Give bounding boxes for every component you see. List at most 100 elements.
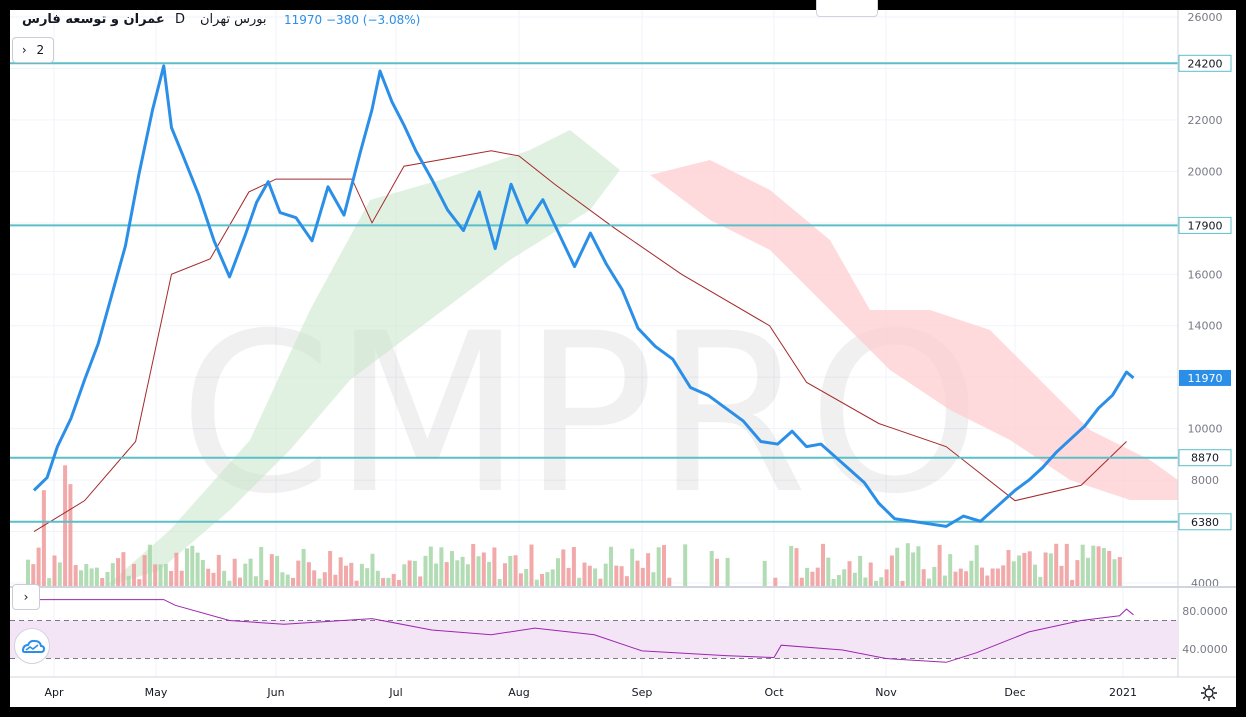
volume-bar [937,544,942,587]
volume-bar [614,565,619,587]
horizontal-levels[interactable]: 24200 17900 8870 6380 [10,54,1232,531]
volume-bar [1017,555,1022,587]
time-tick: May [145,686,168,699]
price-tick: 14000 [1188,320,1223,333]
volume-bar [773,577,778,587]
volume-bar [418,576,423,587]
volume-bar [222,570,227,587]
settings-gear-icon[interactable] [1198,682,1220,704]
volume-bar [884,569,889,587]
volume-bar [200,559,205,587]
volume-bar [836,575,841,587]
volume-bar [1075,560,1080,587]
volume-bar [831,579,836,587]
volume-bar [381,578,386,587]
chevron-right-icon: › [21,43,27,57]
volume-bar [296,560,301,587]
volume-bar [391,573,396,587]
volume-bar [301,548,306,587]
volume-bar [571,547,576,587]
volume-bar [375,570,380,587]
volume-bar [725,557,730,587]
rsi-legend-toggle[interactable]: › [12,584,40,610]
volume-bar [821,543,825,587]
symbol-title[interactable]: عمران و توسعه فارس [22,12,165,27]
volume-bar [624,576,629,587]
volume-bar [826,557,831,587]
volume-bar [566,567,571,587]
volume-bar [609,546,613,587]
interval-label[interactable]: D [175,12,186,27]
price-tick: 22000 [1188,114,1223,127]
volume-bar [587,565,592,587]
volume-bar [365,568,370,587]
volume-bar [132,563,136,587]
kijun-line [33,150,1127,532]
volume-bar [603,563,608,587]
volume-bar [656,547,661,587]
top-handle[interactable] [816,0,878,17]
volume-bar [312,570,317,587]
volume-bar [84,564,89,587]
volume-bar [317,578,322,587]
cloud-bullish [105,130,620,587]
volume-bar [328,550,333,587]
volume-bar [789,545,794,587]
volume-bar [683,544,688,587]
volume-bar [142,555,147,587]
volume-bar [762,560,767,587]
volume-bar [31,564,36,587]
volume-bar [874,580,878,587]
volume-bar [815,567,820,587]
volume-bar [709,550,714,587]
volume-bar [439,547,444,587]
volume-bar [715,558,719,587]
volume-bar [248,558,253,587]
volume-bar [100,577,105,587]
volume-bar [974,545,979,587]
volume-bar [121,552,126,587]
price-tick: 26000 [1188,11,1223,24]
volume-bar [238,577,242,587]
legend-toggle-button[interactable]: › 2 [12,37,54,63]
volume-bar [852,572,857,587]
price-change: −380 (−3.08%) [326,13,421,27]
volume-bar [412,560,417,587]
volume-bar [1086,557,1090,587]
volume-bar [386,577,391,587]
chevron-right-icon: › [23,590,29,604]
volume-bar [269,554,274,587]
level-label: 24200 [1188,57,1223,70]
volume-bar [964,571,969,587]
volume-bar [333,574,338,587]
volume-bar [407,560,412,587]
volume-bar [847,561,852,587]
level-label-box [1178,216,1232,234]
volume-bar [275,555,280,587]
time-tick: Sep [632,686,653,699]
volume-bar [444,562,449,587]
volume-bar [810,571,815,587]
volume-bars [26,465,1122,587]
volume-bar [667,577,672,587]
cloud-bearish [650,160,1178,500]
last-price-box [1179,369,1231,386]
volume-bar [958,568,963,587]
volume-bar [158,564,163,587]
volume-bar [1091,545,1096,587]
cloud-logo-icon[interactable] [14,628,50,664]
volume-bar [179,570,184,587]
volume-bar [905,543,910,587]
volume-bar [635,560,640,587]
volume-bar [450,551,454,587]
rsi-pane: 40.0000 80.0000 [10,586,1236,663]
volume-bar [79,570,83,587]
volume-bar [1112,559,1117,587]
volume-bar [948,554,953,587]
volume-bar [550,569,555,587]
time-tick: Jul [388,686,402,699]
volume-bar [354,580,359,587]
